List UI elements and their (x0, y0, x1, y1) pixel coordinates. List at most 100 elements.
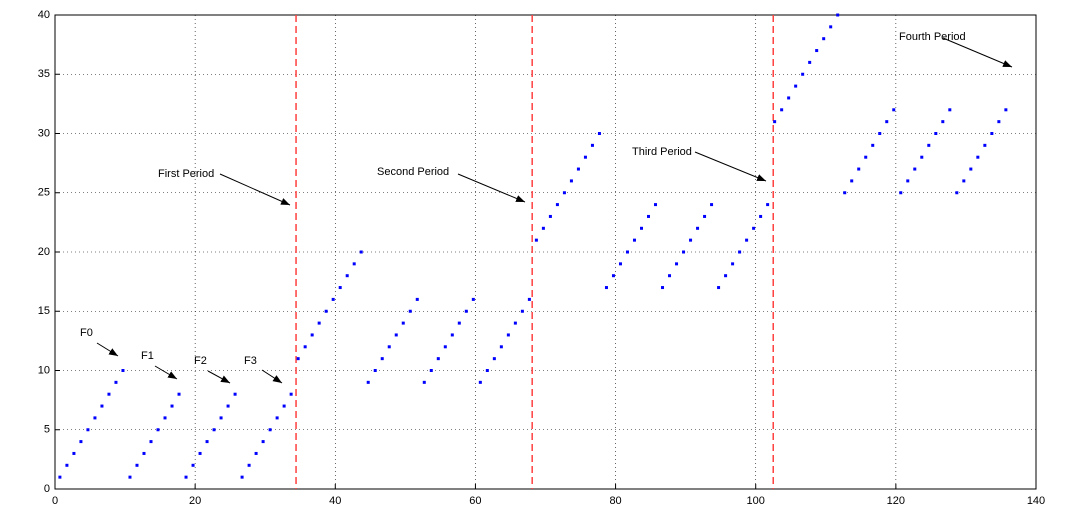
point (885, 120, 889, 124)
point (324, 309, 328, 313)
point (913, 167, 917, 171)
annotation: First Period (158, 168, 214, 180)
point (927, 143, 931, 147)
point (107, 392, 111, 396)
point (710, 203, 714, 207)
point (562, 191, 566, 195)
point (478, 380, 482, 384)
point (128, 475, 132, 479)
y-tick-label: 15 (38, 305, 50, 317)
point (647, 214, 651, 218)
point (177, 392, 181, 396)
annotation-arrow (207, 370, 231, 384)
point (780, 108, 784, 112)
point (661, 286, 665, 290)
point (184, 475, 188, 479)
point (836, 13, 840, 17)
point (212, 428, 216, 432)
point (401, 321, 405, 325)
point (485, 369, 489, 372)
y-tick-label: 5 (44, 424, 50, 436)
annotation-arrow (942, 37, 1013, 68)
point (871, 143, 875, 147)
point (450, 333, 454, 337)
point (317, 321, 321, 325)
point (675, 262, 679, 266)
point (534, 238, 538, 242)
point (611, 274, 615, 278)
point (794, 84, 798, 88)
point (934, 132, 938, 135)
point (759, 214, 763, 218)
point (254, 451, 258, 455)
x-tick-label: 20 (189, 495, 201, 507)
point (773, 120, 777, 124)
point (338, 286, 342, 290)
annotation-arrow (261, 369, 283, 384)
point (906, 179, 910, 183)
annotation: F1 (141, 350, 154, 362)
point (766, 203, 770, 207)
point (310, 333, 314, 337)
point (429, 369, 433, 372)
point (555, 203, 559, 207)
point (499, 345, 503, 349)
point (787, 96, 791, 100)
point (541, 226, 545, 230)
point (597, 132, 601, 135)
point (632, 238, 636, 242)
point (422, 380, 426, 384)
point (142, 451, 146, 455)
point (373, 369, 377, 372)
point (513, 321, 517, 325)
point (121, 369, 125, 372)
point (464, 309, 468, 313)
point (408, 309, 412, 313)
point (983, 143, 987, 147)
point (135, 463, 139, 467)
point (387, 345, 391, 349)
point (997, 120, 1001, 124)
point (170, 404, 174, 408)
y-tick-label: 40 (38, 9, 50, 21)
point (198, 451, 202, 455)
point (745, 238, 749, 242)
point (618, 262, 622, 266)
point (93, 416, 97, 420)
point (457, 321, 461, 325)
point (471, 297, 475, 301)
point (990, 132, 994, 135)
point (247, 463, 251, 467)
annotation-arrow (96, 342, 119, 357)
point (583, 155, 587, 159)
x-tick-label: 80 (609, 495, 621, 507)
point (569, 179, 573, 183)
point (738, 250, 742, 254)
annotation-arrow (694, 151, 767, 182)
point (268, 428, 272, 432)
axes-frame (54, 14, 1037, 490)
x-tick-label: 40 (329, 495, 341, 507)
point (219, 416, 223, 420)
annotation: F3 (244, 355, 257, 367)
point (527, 297, 531, 301)
annotation-arrow (219, 173, 291, 206)
annotation: F2 (194, 355, 207, 367)
point (639, 226, 643, 230)
point (149, 440, 153, 444)
point (359, 250, 363, 254)
point (233, 392, 237, 396)
point (72, 451, 76, 455)
y-tick-label: 35 (38, 68, 50, 80)
annotation-arrow (457, 173, 526, 203)
point (801, 72, 805, 76)
point (436, 357, 440, 361)
x-tick-label: 140 (1027, 495, 1045, 507)
annotation: Third Period (632, 146, 692, 158)
point (808, 60, 812, 64)
point (345, 274, 349, 278)
point (654, 203, 658, 207)
point (941, 120, 945, 124)
point (857, 167, 861, 171)
